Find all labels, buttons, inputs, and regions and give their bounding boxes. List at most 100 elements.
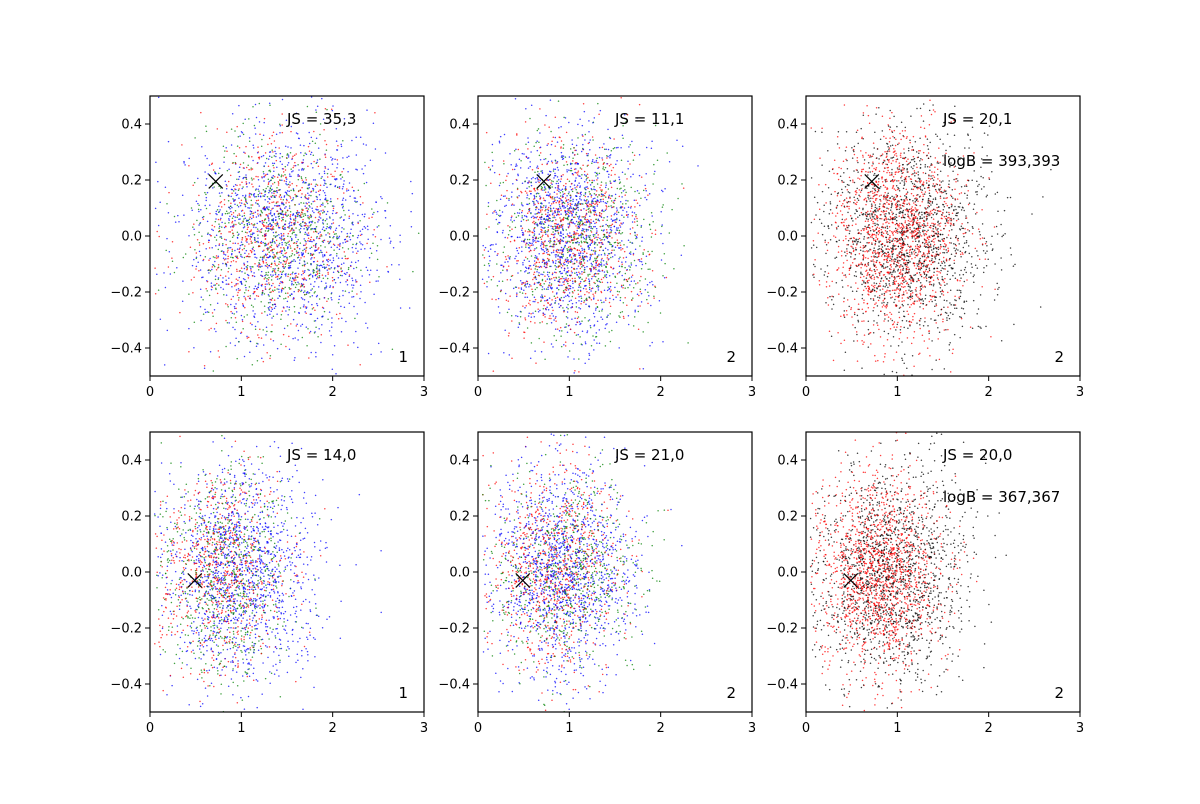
data-point [251, 194, 253, 196]
data-point [540, 209, 542, 211]
data-point [203, 243, 205, 245]
data-point [283, 229, 285, 231]
data-point [270, 179, 272, 181]
data-point [549, 278, 551, 280]
data-point [247, 274, 249, 276]
data-point [369, 257, 371, 259]
data-point [622, 135, 624, 137]
data-point [264, 234, 266, 236]
data-point [234, 130, 236, 132]
data-point [527, 239, 529, 241]
data-point [525, 191, 527, 193]
data-point [348, 217, 350, 219]
data-point [528, 315, 530, 317]
data-point [269, 191, 271, 193]
data-point [295, 279, 297, 281]
data-point [293, 190, 295, 192]
data-point [571, 270, 573, 272]
data-point [536, 177, 538, 179]
data-point [273, 222, 275, 224]
data-point [578, 209, 580, 211]
data-point [570, 300, 572, 302]
data-point [600, 261, 602, 263]
data-point [525, 266, 527, 268]
data-point [605, 345, 607, 347]
data-point [232, 198, 234, 200]
data-point [191, 207, 193, 209]
data-point [525, 230, 527, 232]
data-point [599, 311, 601, 313]
data-point [590, 325, 592, 327]
data-point [271, 263, 273, 265]
data-point [289, 221, 291, 223]
data-point [280, 319, 282, 321]
data-point [327, 273, 329, 275]
data-point [259, 133, 261, 135]
data-point [245, 194, 247, 196]
data-point [287, 164, 289, 166]
data-point [561, 247, 563, 249]
data-point [498, 222, 500, 224]
data-point [356, 252, 358, 254]
data-point [242, 186, 244, 188]
data-point [639, 280, 641, 282]
data-point [292, 155, 294, 157]
data-point [267, 267, 269, 269]
data-point [537, 150, 539, 152]
data-point [618, 258, 620, 260]
data-point [593, 349, 595, 351]
data-point [593, 276, 595, 278]
data-point [584, 181, 586, 183]
data-point [525, 108, 527, 110]
x-tick-label: 0 [146, 385, 154, 400]
data-point [567, 275, 569, 277]
data-point [245, 177, 247, 179]
data-point [230, 211, 232, 213]
data-point [553, 315, 555, 317]
data-point [252, 106, 254, 108]
data-point [543, 314, 545, 316]
data-point [616, 207, 618, 209]
data-point [646, 199, 648, 201]
data-point [174, 216, 176, 218]
data-point [323, 277, 325, 279]
data-point [521, 289, 523, 291]
data-point [271, 143, 273, 145]
data-point [300, 242, 302, 244]
data-point [315, 142, 317, 144]
data-point [324, 154, 326, 156]
data-point [359, 220, 361, 222]
data-point [496, 263, 498, 265]
data-point [225, 320, 227, 322]
data-point [664, 277, 666, 279]
data-point [277, 348, 279, 350]
data-point [373, 293, 375, 295]
data-point [166, 238, 168, 240]
data-point [610, 154, 612, 156]
data-point [224, 227, 226, 229]
data-point [614, 147, 616, 149]
data-point [220, 275, 222, 277]
data-point [577, 205, 579, 207]
data-point [246, 232, 248, 234]
data-point [610, 257, 612, 259]
data-point [330, 198, 332, 200]
data-point [288, 223, 290, 225]
data-point [587, 330, 589, 332]
data-point [587, 153, 589, 155]
data-point [250, 241, 252, 243]
data-point [264, 236, 266, 238]
data-point [597, 234, 599, 236]
data-point [279, 251, 281, 253]
data-point [296, 324, 298, 326]
data-point [562, 174, 564, 176]
data-point [646, 147, 648, 149]
data-point [272, 268, 274, 270]
data-point [607, 286, 609, 288]
data-point [541, 239, 543, 241]
data-point [595, 308, 597, 310]
data-point [590, 193, 592, 195]
data-point [580, 290, 582, 292]
data-point [535, 255, 537, 257]
data-point [541, 214, 543, 216]
